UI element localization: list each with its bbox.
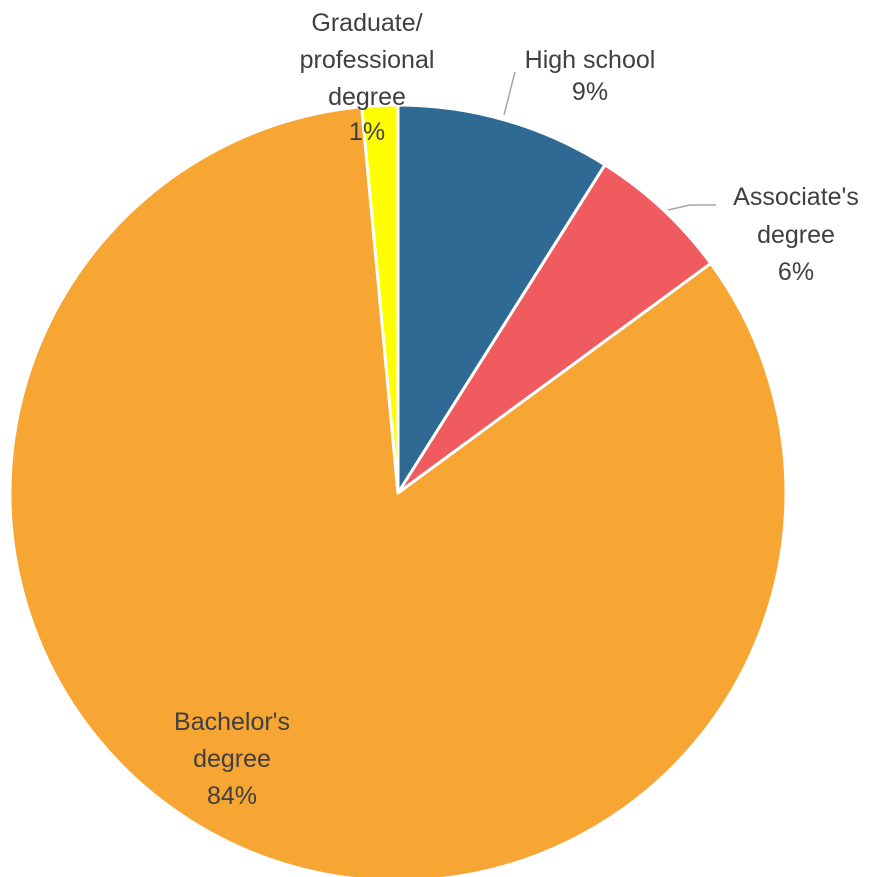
leader-line-high-school bbox=[503, 71, 516, 116]
data-label-graduate: Graduate/ professional degree 1% bbox=[300, 9, 435, 146]
pie-slice-bachelor-s-degree bbox=[8, 105, 788, 877]
pie-slice-graduate-professional-degree bbox=[360, 103, 400, 495]
data-label-associates: Associate's degree 6% bbox=[733, 183, 859, 286]
pie-slice-high-school bbox=[396, 103, 607, 495]
label-associates-line1: Associate's bbox=[733, 183, 859, 211]
label-graduate-percent: 1% bbox=[349, 118, 385, 146]
label-graduate-line1: Graduate/ bbox=[311, 9, 422, 37]
label-bachelors-percent: 84% bbox=[207, 782, 257, 810]
label-graduate-line2: professional bbox=[300, 46, 435, 74]
label-associates-line2: degree bbox=[757, 221, 835, 249]
label-graduate-line3: degree bbox=[328, 83, 406, 111]
data-label-high-school: High school 9% bbox=[525, 46, 656, 106]
label-bachelors-line1: Bachelor's bbox=[174, 708, 290, 736]
pie-slices bbox=[8, 103, 788, 877]
pie-slice-associate-s-degree bbox=[396, 163, 713, 495]
leader-line-associates bbox=[667, 204, 716, 211]
label-associates-percent: 6% bbox=[778, 258, 814, 286]
label-high-school-category: High school bbox=[525, 46, 656, 74]
label-high-school-percent: 9% bbox=[572, 78, 608, 106]
data-label-bachelors: Bachelor's degree 84% bbox=[174, 708, 290, 810]
label-bachelors-line2: degree bbox=[193, 745, 271, 773]
